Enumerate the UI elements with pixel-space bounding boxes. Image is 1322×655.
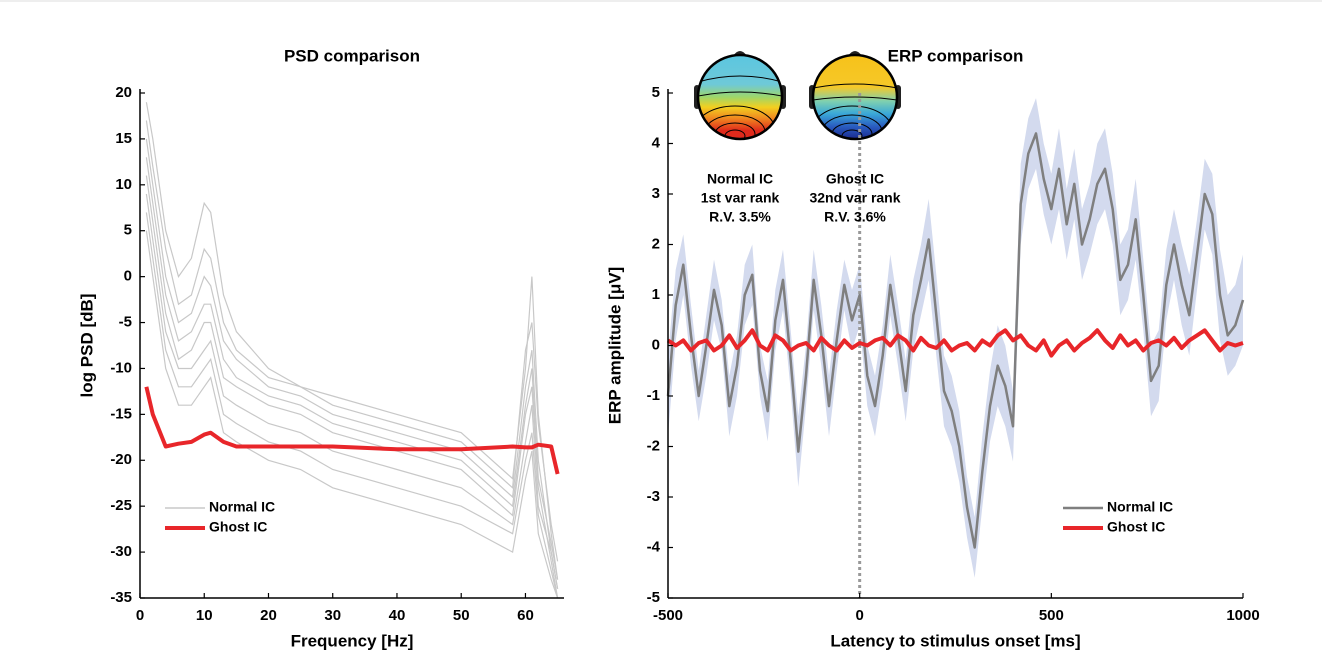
y-tick-label: -20 [110,451,132,468]
x-tick-label: 40 [389,607,406,624]
psd-line [145,175,559,599]
x-tick-label: 1000 [1226,607,1259,624]
annotation: R.V. 3.6% [824,209,886,225]
y-tick-label: -15 [110,405,132,422]
y-tick-label: -30 [110,543,132,560]
chart-title: PSD comparison [284,46,420,65]
y-tick-label: 1 [652,286,660,303]
y-tick-label: -25 [110,497,132,514]
psd-line [145,102,559,580]
y-axis-label: log PSD [dB] [77,294,96,398]
psd-line [145,157,559,580]
topomap [694,51,786,141]
y-tick-label: 0 [124,268,132,285]
y-tick-label: 2 [652,235,660,252]
y-tick-label: -5 [647,589,660,606]
error-band [668,98,1243,578]
x-axis-label: Latency to stimulus onset [ms] [830,631,1080,650]
series-line [666,132,1245,549]
psd-line [145,193,559,589]
x-tick-label: 30 [324,607,341,624]
y-tick-label: -3 [647,488,660,505]
x-tick-label: 500 [1039,607,1064,624]
x-tick-label: 60 [517,607,534,624]
x-tick-label: -500 [653,607,683,624]
x-tick-label: 0 [136,607,144,624]
x-axis-label: Frequency [Hz] [291,631,414,650]
psd-line [145,138,559,589]
topomap [809,51,901,141]
y-tick-label: 3 [652,185,660,202]
x-tick-label: 20 [260,607,277,624]
annotation: 32nd var rank [809,190,900,206]
y-tick-label: -10 [110,359,132,376]
y-tick-label: -4 [647,538,661,555]
y-tick-label: 5 [652,84,660,101]
series-line [666,328,1244,358]
y-tick-label: 15 [115,130,132,147]
annotation: Normal IC [707,171,773,187]
y-axis-label: ERP amplitude [μV] [605,267,624,424]
annotation: 1st var rank [701,190,780,206]
x-tick-label: 50 [453,607,470,624]
x-tick-label: 10 [196,607,213,624]
legend-label: Ghost IC [1107,519,1165,535]
y-tick-label: -2 [647,437,660,454]
psd-line [145,212,559,599]
psd-line [145,230,559,599]
series-line [144,386,560,475]
y-tick-label: -5 [119,314,132,331]
y-tick-label: 10 [115,176,132,193]
y-tick-label: 4 [652,134,661,151]
legend-label: Ghost IC [209,519,267,535]
annotation: R.V. 3.5% [709,209,771,225]
y-tick-label: 5 [124,222,132,239]
y-tick-label: 20 [115,84,132,101]
x-tick-label: 0 [855,607,863,624]
y-tick-label: -1 [647,387,660,404]
y-tick-label: 0 [652,336,660,353]
chart-title: ERP comparison [888,46,1024,65]
legend-label: Normal IC [209,499,275,515]
legend-label: Normal IC [1107,499,1173,515]
y-tick-label: -35 [110,589,132,606]
annotation: Ghost IC [826,171,884,187]
psd-line [145,120,559,562]
